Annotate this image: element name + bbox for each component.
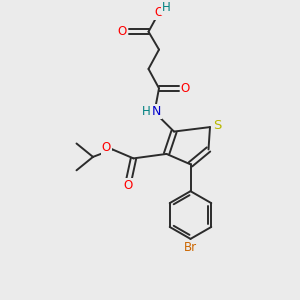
Text: H: H bbox=[162, 1, 171, 14]
Text: O: O bbox=[102, 142, 111, 154]
Text: O: O bbox=[154, 6, 164, 19]
Text: N: N bbox=[151, 105, 161, 118]
Text: Br: Br bbox=[184, 241, 197, 254]
Text: O: O bbox=[118, 25, 127, 38]
Text: O: O bbox=[123, 179, 132, 192]
Text: H: H bbox=[142, 105, 151, 118]
Text: O: O bbox=[181, 82, 190, 95]
Text: S: S bbox=[213, 119, 222, 132]
